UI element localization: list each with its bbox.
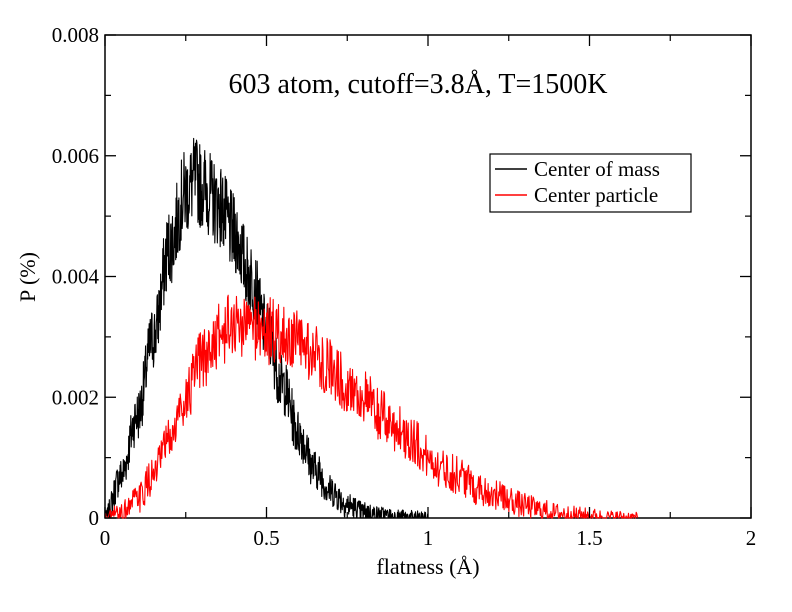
y-tick-label: 0.006 xyxy=(52,144,99,168)
series-group xyxy=(104,137,639,519)
plot-frame xyxy=(104,34,752,519)
legend-label-center-particle: Center particle xyxy=(534,183,658,207)
x-tick-label: 1 xyxy=(423,526,434,550)
y-tick-label: 0.008 xyxy=(52,23,99,47)
y-axis-label: P (%) xyxy=(15,252,40,302)
legend: Center of mass Center particle xyxy=(489,153,692,213)
chart-title: 603 atom, cutoff=3.8Å, T=1500K xyxy=(229,69,608,100)
x-tick-label: 2 xyxy=(746,526,757,550)
x-tick-label: 0.5 xyxy=(253,526,279,550)
legend-box xyxy=(489,153,692,213)
x-tick-label: 1.5 xyxy=(576,526,602,550)
y-tick-label: 0 xyxy=(89,506,100,530)
ticks-group: 0 0.5 1 1.5 2 0 0.002 0.004 0.006 0.008 xyxy=(52,23,757,550)
y-tick-label: 0.004 xyxy=(52,265,100,289)
x-tick-label: 0 xyxy=(100,526,111,550)
y-tick-label: 0.002 xyxy=(52,385,99,409)
legend-label-center-of-mass: Center of mass xyxy=(534,157,660,181)
series-line-center-particle xyxy=(104,294,639,519)
x-axis-label: flatness (Å) xyxy=(376,554,479,579)
